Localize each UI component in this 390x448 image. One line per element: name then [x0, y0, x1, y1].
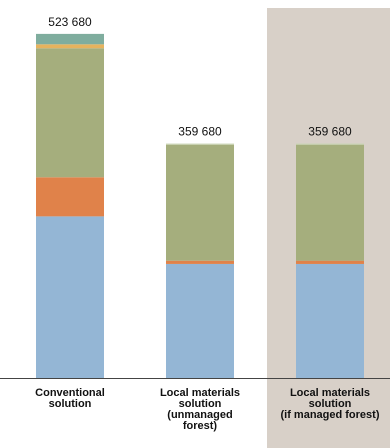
bar-segment-0-4	[36, 33, 104, 45]
bar-segment-2-0	[296, 263, 364, 378]
bar-segment-1-5	[166, 143, 234, 145]
bar-segment-0-3	[36, 44, 104, 49]
bar-segment-2-5	[296, 143, 364, 145]
bar-segment-0-2	[36, 48, 104, 178]
bar-segment-2-1	[296, 260, 364, 264]
total-label-1: 359 680	[178, 125, 222, 139]
total-label-2: 359 680	[308, 125, 352, 139]
category-label-1: Local materials solution (unmanaged fore…	[159, 387, 241, 432]
bar-segment-0-1	[36, 177, 104, 217]
total-label-0: 523 680	[48, 15, 92, 29]
bar-segment-1-2	[166, 144, 234, 261]
category-label-2: Local materials solution (if managed for…	[280, 387, 380, 421]
bar-segment-2-2	[296, 144, 364, 261]
bar-segment-0-0	[36, 216, 104, 378]
bar-segment-1-0	[166, 263, 234, 378]
bar-segment-1-1	[166, 260, 234, 264]
category-label-0: Conventional solution	[35, 387, 105, 410]
